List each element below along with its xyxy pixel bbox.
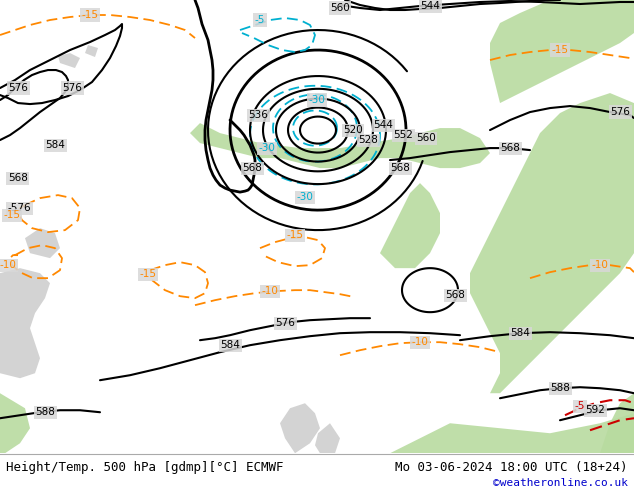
Text: -15: -15 [139,269,157,279]
Text: 560: 560 [330,3,350,13]
Text: -15: -15 [4,210,20,220]
Text: 568: 568 [242,163,262,173]
Text: 588: 588 [550,383,570,393]
Text: 576: 576 [8,83,28,93]
Text: 528: 528 [358,135,378,145]
Polygon shape [380,183,440,268]
Polygon shape [85,45,98,57]
Text: 584: 584 [510,328,530,338]
Text: -30: -30 [297,192,313,202]
Text: Mo 03-06-2024 18:00 UTC (18+24): Mo 03-06-2024 18:00 UTC (18+24) [395,461,628,474]
Polygon shape [190,123,490,168]
Polygon shape [25,228,60,258]
Polygon shape [490,0,634,103]
Text: 576: 576 [275,318,295,328]
Text: -10: -10 [592,260,609,270]
Text: 588: 588 [35,407,55,417]
Text: -5: -5 [575,401,585,411]
Polygon shape [600,393,634,453]
Text: -15: -15 [552,45,569,55]
Text: 536: 536 [248,110,268,120]
Text: 560: 560 [416,133,436,143]
Text: 568: 568 [445,290,465,300]
Polygon shape [0,268,50,378]
Text: ©weatheronline.co.uk: ©weatheronline.co.uk [493,478,628,489]
Text: -15: -15 [287,230,304,240]
Text: 552: 552 [393,130,413,140]
Text: 544: 544 [373,120,393,130]
Text: 568: 568 [390,163,410,173]
Text: -10: -10 [411,337,429,347]
Text: 568: 568 [500,143,520,153]
Polygon shape [280,403,320,453]
Text: Height/Temp. 500 hPa [gdmp][°C] ECMWF: Height/Temp. 500 hPa [gdmp][°C] ECMWF [6,461,284,474]
Text: 584: 584 [45,140,65,150]
Text: -5: -5 [255,15,265,25]
Text: 568: 568 [8,173,28,183]
Text: 584: 584 [220,340,240,350]
Polygon shape [58,53,80,68]
Text: 576: 576 [62,83,82,93]
Polygon shape [0,393,30,453]
Text: -576: -576 [8,203,32,213]
Text: 576: 576 [610,107,630,117]
Text: 520: 520 [343,125,363,135]
Polygon shape [315,423,340,453]
Text: -30: -30 [309,95,325,105]
Text: 544: 544 [420,1,440,11]
Text: -15: -15 [82,10,98,20]
Polygon shape [390,413,634,453]
Text: 592: 592 [585,405,605,415]
Text: -10: -10 [262,286,278,296]
Polygon shape [470,93,634,393]
Text: -10: -10 [0,260,16,270]
Text: -30: -30 [259,143,275,153]
